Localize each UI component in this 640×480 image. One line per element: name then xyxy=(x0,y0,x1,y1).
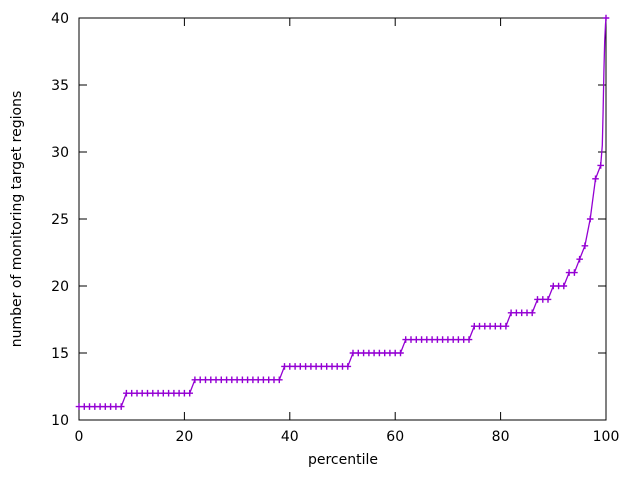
x-tick-label: 0 xyxy=(75,429,84,445)
y-tick-label: 10 xyxy=(51,413,69,429)
y-tick-label: 40 xyxy=(51,11,69,27)
data-point-markers xyxy=(75,14,610,410)
y-tick-label: 25 xyxy=(51,212,69,228)
axis-ticks xyxy=(78,17,607,421)
x-tick-label: 100 xyxy=(593,429,620,445)
y-tick-label: 20 xyxy=(51,279,69,295)
data-line xyxy=(79,17,607,408)
y-axis-title: number of monitoring target regions xyxy=(9,90,25,348)
x-tick-label: 20 xyxy=(175,429,193,445)
x-tick-label: 40 xyxy=(281,429,299,445)
y-tick-label: 15 xyxy=(51,346,69,362)
plot-border xyxy=(78,17,607,421)
x-tick-label: 80 xyxy=(492,429,510,445)
y-tick-label: 35 xyxy=(51,78,69,94)
x-tick-label: 60 xyxy=(386,429,404,445)
x-axis-title: percentile xyxy=(307,452,378,468)
y-tick-label: 30 xyxy=(51,145,69,161)
